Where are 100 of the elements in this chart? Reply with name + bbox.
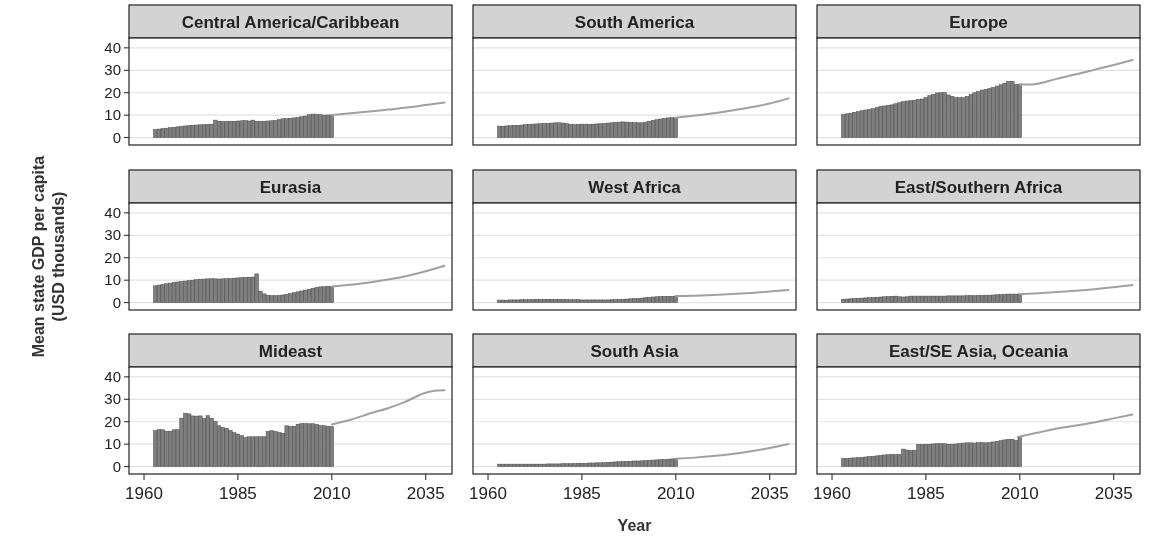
x-tick-label: 2010 <box>1000 484 1039 503</box>
bar <box>643 121 648 138</box>
bar <box>639 122 645 138</box>
bar <box>953 97 959 138</box>
bar <box>912 99 917 138</box>
bar <box>886 105 891 138</box>
bar <box>194 124 199 138</box>
bar <box>628 122 633 138</box>
bar <box>916 99 921 138</box>
bar <box>329 426 334 467</box>
bar <box>976 91 981 138</box>
bar <box>322 425 327 467</box>
bar <box>190 279 195 303</box>
bar <box>168 127 173 138</box>
bar <box>318 114 323 138</box>
bar <box>288 425 293 467</box>
bar <box>523 124 528 138</box>
bar <box>1017 436 1022 467</box>
bar <box>190 415 195 467</box>
bar <box>299 290 304 303</box>
bar <box>273 120 278 138</box>
bar <box>867 456 872 467</box>
bar <box>254 436 259 467</box>
bar <box>183 412 188 467</box>
bar <box>160 284 165 303</box>
bar <box>878 106 883 138</box>
y-tick-label: 40 <box>104 38 121 56</box>
bar <box>303 115 308 138</box>
bar <box>228 430 233 467</box>
bar <box>153 285 158 303</box>
bar <box>841 458 846 467</box>
bar <box>953 443 959 467</box>
bar <box>1006 81 1011 138</box>
y-tick-label: 20 <box>104 412 121 430</box>
bar <box>666 117 671 138</box>
bar <box>931 443 936 467</box>
bar <box>243 277 248 303</box>
bar <box>307 288 312 303</box>
bar <box>927 95 932 138</box>
chart-title: Central America/Caribbean <box>181 12 400 32</box>
bar <box>863 109 868 138</box>
x-tick-label: 2035 <box>1094 484 1133 503</box>
bar <box>183 125 188 138</box>
bar <box>213 119 218 138</box>
x-tick-label: 2010 <box>312 484 351 503</box>
bar <box>852 112 857 138</box>
x-tick-label: 1960 <box>813 484 851 503</box>
bar <box>1017 83 1022 138</box>
bar <box>946 94 951 138</box>
bar <box>168 430 173 467</box>
bar <box>307 423 312 467</box>
bar <box>624 121 630 138</box>
bar <box>239 120 244 138</box>
y-tick-label: 10 <box>104 271 121 289</box>
bar <box>946 443 951 467</box>
bar <box>307 114 312 138</box>
bar <box>213 421 218 467</box>
chart-title: West Africa <box>588 177 682 197</box>
bar <box>882 454 887 467</box>
bar <box>179 417 184 467</box>
bar <box>673 117 678 138</box>
bar <box>265 431 271 467</box>
bar <box>976 442 981 467</box>
bar <box>968 442 974 467</box>
bar <box>153 430 158 467</box>
bar <box>280 294 286 303</box>
y-tick-label: 20 <box>104 248 121 266</box>
line-series <box>330 389 446 426</box>
bar <box>299 423 304 467</box>
y-tick-label: 30 <box>104 390 121 408</box>
bar <box>329 114 334 138</box>
bar <box>198 415 203 467</box>
y-tick-label: 0 <box>112 128 121 146</box>
bar <box>318 425 323 467</box>
bar <box>534 123 539 138</box>
bar <box>901 448 906 467</box>
bar <box>983 442 989 467</box>
bar <box>886 454 891 467</box>
bar <box>647 120 652 138</box>
bar <box>613 122 618 138</box>
bar <box>179 281 184 303</box>
bar <box>269 120 274 138</box>
bar <box>508 125 513 138</box>
bar <box>598 123 603 138</box>
bar <box>288 293 293 303</box>
bar <box>194 415 199 467</box>
bar <box>254 273 259 303</box>
bar <box>273 431 278 467</box>
bar <box>662 118 667 138</box>
bar <box>901 101 906 138</box>
bar <box>991 441 996 467</box>
y-tick-label: 10 <box>104 106 121 124</box>
x-tick-label: 1985 <box>907 484 945 503</box>
bar <box>224 121 229 138</box>
y-axis-title: Mean state GDP per capita (USD thousands) <box>30 155 67 358</box>
bar <box>497 125 502 138</box>
bar <box>632 122 637 138</box>
bar <box>209 417 214 467</box>
bar <box>961 442 966 467</box>
bar <box>897 102 902 138</box>
